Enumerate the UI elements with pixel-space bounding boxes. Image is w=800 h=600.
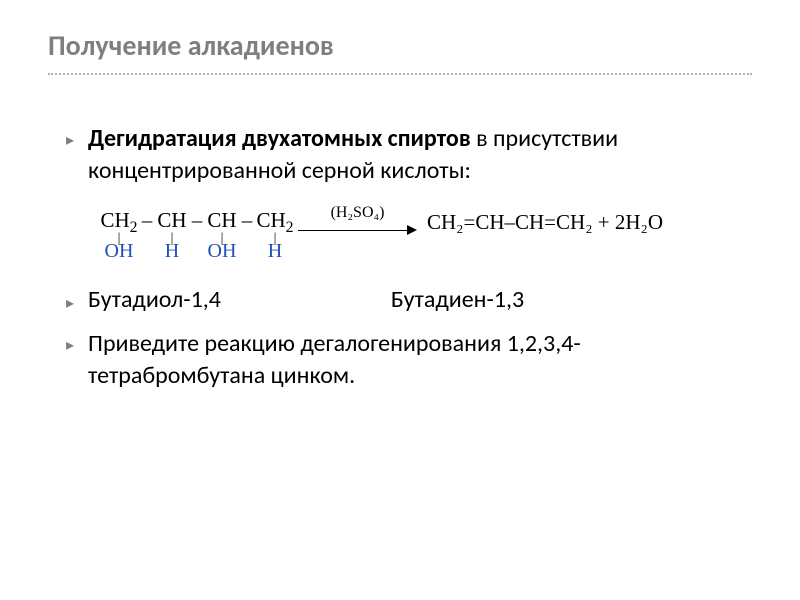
bullet-marker-icon: ▸ [66,335,74,355]
arrow-icon [298,218,417,241]
reactant-name: Бутадиол-1,4 [88,285,221,314]
label-left-group: ▸ Бутадиол-1,4 [66,285,221,314]
bullet-item-1: ▸ Дегидратация двухатомных спиртов в при… [48,123,752,188]
reaction-line: CH2 – CH – CH – CH2 | | | | [98,208,752,263]
bullet-marker-icon: ▸ [66,293,74,313]
product-name: Бутадиен-1,3 [391,285,524,314]
label-right-group: Бутадиен-1,3 [391,285,524,314]
bond-3: – [240,208,254,237]
slide-title: Получение алкадиенов [48,28,752,63]
sub-1: OH [98,240,140,263]
sub-2: H [154,240,190,263]
bullet-bold-text: Дегидратация двухатомных спиртов [88,124,471,153]
bullet-item-3: ▸ Приведите реакцию дегалогенирования 1,… [48,328,752,393]
title-divider [48,73,752,75]
sub-4: H [254,240,296,263]
slide: Получение алкадиенов ▸ Дегидратация двух… [0,0,800,600]
bond-2: – [190,208,204,237]
bond-1: – [140,208,154,237]
compound-labels-row: ▸ Бутадиол-1,4 Бутадиен-1,3 [48,285,752,314]
bullet-text-3: Приведите реакцию дегалогенирования 1,2,… [88,328,752,393]
carbon-chain-row: CH2 – CH – CH – CH2 [98,208,296,237]
reaction-arrow: (H₂SO₄) [298,204,417,241]
reactant-structure: CH2 – CH – CH – CH2 | | | | [98,208,296,263]
reaction-equation: CH2 – CH – CH – CH2 | | | | [98,208,752,263]
bullet-marker-icon: ▸ [66,130,74,150]
product-formula: CH₂=CH–CH=CH₂ + 2H₂O [427,210,663,235]
bullet-text-1: Дегидратация двухатомных спиртов в прису… [88,123,752,188]
substituent-row: OH H OH H [98,240,296,263]
sub-3: OH [204,240,240,263]
